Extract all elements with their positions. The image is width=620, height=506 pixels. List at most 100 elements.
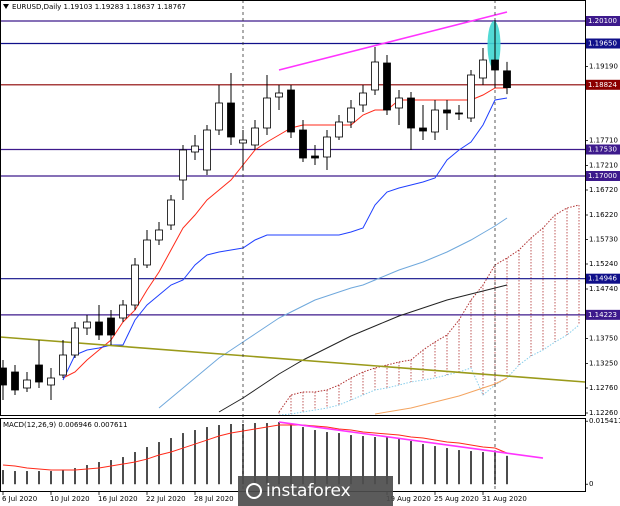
highlight-ellipse bbox=[487, 21, 501, 69]
y-tick-label: 1.17710 bbox=[589, 137, 618, 145]
candle-body bbox=[215, 102, 223, 131]
y-tick-label: 1.13250 bbox=[589, 360, 618, 368]
x-tick-label: 28 Jul 2020 bbox=[194, 495, 234, 503]
level-label-box bbox=[586, 144, 620, 155]
y-tick-label: 0.015411 bbox=[589, 417, 620, 425]
x-tick-label: 10 Jul 2020 bbox=[50, 495, 90, 503]
watermark-box bbox=[238, 476, 393, 506]
candle-body bbox=[455, 112, 463, 115]
level-label: 1.18824 bbox=[588, 81, 617, 89]
candle-body bbox=[419, 127, 427, 132]
chart-title: EURUSD,Daily 1.19103 1.19283 1.18637 1.1… bbox=[12, 3, 186, 11]
y-tick-label: 1.17210 bbox=[589, 162, 618, 170]
signal-line bbox=[2, 424, 508, 471]
y-tick-label: 1.13750 bbox=[589, 335, 618, 343]
candle-body bbox=[491, 59, 499, 71]
x-tick-label: 31 Aug 2020 bbox=[482, 495, 527, 503]
y-tick-label: 0 bbox=[589, 480, 593, 488]
candle-body bbox=[371, 61, 379, 91]
indicator-line bbox=[374, 377, 508, 415]
indicator-line bbox=[62, 97, 508, 381]
candle-body bbox=[263, 97, 271, 129]
candle-body bbox=[431, 109, 439, 133]
candle-body bbox=[11, 371, 19, 391]
menu-arrow bbox=[3, 4, 9, 9]
candle-body bbox=[119, 304, 127, 319]
y-tick-label: 1.12760 bbox=[589, 384, 618, 392]
level-label: 1.17000 bbox=[588, 172, 617, 180]
y-tick-label: 1.15240 bbox=[589, 260, 618, 268]
candle-body bbox=[251, 127, 259, 146]
y-tick-label: 1.12260 bbox=[589, 409, 618, 417]
y-tick-label: 1.16720 bbox=[589, 186, 618, 194]
level-label: 1.14223 bbox=[588, 311, 617, 319]
watermark-logo bbox=[246, 483, 262, 499]
candle-body bbox=[47, 377, 55, 386]
candle-body bbox=[407, 97, 415, 129]
candle-body bbox=[239, 139, 247, 144]
candle-body bbox=[143, 239, 151, 266]
level-label-box bbox=[586, 16, 620, 26]
trendline bbox=[0, 336, 586, 383]
level-label: 1.17530 bbox=[588, 146, 617, 154]
x-tick-label: 19 Aug 2020 bbox=[386, 495, 431, 503]
cloud-upper bbox=[278, 204, 580, 413]
candle-body bbox=[299, 129, 307, 159]
main-panel-border bbox=[0, 0, 586, 416]
candle-body bbox=[275, 92, 283, 98]
candle-body bbox=[155, 229, 163, 241]
candle-body bbox=[23, 379, 31, 389]
candle-body bbox=[35, 364, 43, 383]
x-tick-label: 25 Aug 2020 bbox=[434, 495, 479, 503]
candle-body bbox=[479, 59, 487, 79]
x-tick-label: 22 Jul 2020 bbox=[146, 495, 186, 503]
indicator-line bbox=[218, 284, 508, 413]
x-tick-label: 6 Jul 2020 bbox=[2, 495, 37, 503]
indicator-line bbox=[62, 87, 507, 379]
candle-body bbox=[83, 321, 91, 329]
candle-body bbox=[191, 145, 199, 153]
level-label: 1.20100 bbox=[588, 17, 617, 25]
candle-body bbox=[335, 121, 343, 138]
candle-body bbox=[359, 92, 367, 106]
indicator-line bbox=[158, 217, 508, 409]
y-tick-label: 1.14740 bbox=[589, 285, 618, 293]
watermark: instaforex bbox=[266, 481, 351, 501]
candle-body bbox=[347, 107, 355, 123]
candle-body bbox=[179, 149, 187, 181]
y-tick-label: 1.15730 bbox=[589, 236, 618, 244]
y-tick-label: 1.19190 bbox=[589, 63, 618, 71]
y-tick-label: 1.16220 bbox=[589, 211, 618, 219]
level-label-box bbox=[586, 38, 620, 49]
candle-body bbox=[383, 62, 391, 111]
candle-body bbox=[227, 102, 235, 138]
candle-body bbox=[59, 354, 67, 376]
candle-body bbox=[443, 109, 451, 114]
candle-body bbox=[395, 97, 403, 109]
trendline bbox=[278, 421, 544, 459]
main-layer bbox=[0, 11, 586, 485]
candle-body bbox=[467, 74, 475, 119]
candle-body bbox=[323, 136, 331, 158]
candle-body bbox=[167, 199, 175, 226]
level-label-box bbox=[586, 79, 620, 90]
candle-body bbox=[311, 155, 319, 159]
back-layer bbox=[0, 20, 585, 416]
candle-body bbox=[131, 264, 139, 306]
candle-body bbox=[503, 70, 511, 89]
level-label-box bbox=[586, 309, 620, 320]
candle-body bbox=[287, 89, 295, 133]
x-tick-label: 16 Jul 2020 bbox=[98, 495, 138, 503]
level-label-box bbox=[586, 171, 620, 181]
candle-body bbox=[107, 317, 115, 336]
candle-body bbox=[95, 321, 103, 336]
candle-body bbox=[203, 129, 211, 171]
level-label: 1.14946 bbox=[588, 275, 617, 283]
trendline bbox=[278, 11, 508, 71]
front-layer bbox=[0, 20, 544, 471]
label-layer: 1.20100 1.19650 1.18824 1.17530 1.17000 1.149… bbox=[2, 16, 620, 503]
level-label: 1.19650 bbox=[588, 40, 617, 48]
